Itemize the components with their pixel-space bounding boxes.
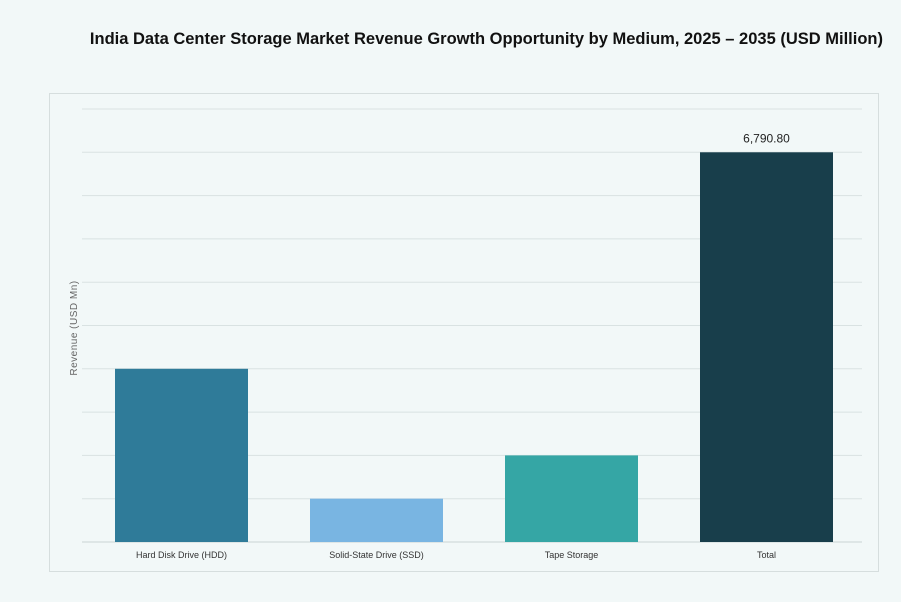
bars xyxy=(115,152,833,542)
data-label: 6,790.80 xyxy=(743,131,790,145)
bar-3 xyxy=(700,152,833,542)
x-tick-label: Total xyxy=(757,550,776,560)
labels: Hard Disk Drive (HDD) Solid-State Drive (… xyxy=(136,131,790,560)
chart-title: India Data Center Storage Market Revenue… xyxy=(89,30,883,48)
y-axis-label: Revenue (USD Mn) xyxy=(69,280,80,375)
x-tick-label: Solid-State Drive (SSD) xyxy=(329,550,424,560)
bar-1 xyxy=(310,498,443,542)
bar-2 xyxy=(505,455,638,542)
bar-0 xyxy=(115,368,248,542)
x-tick-label: Tape Storage xyxy=(545,550,599,560)
x-tick-label: Hard Disk Drive (HDD) xyxy=(136,550,227,560)
